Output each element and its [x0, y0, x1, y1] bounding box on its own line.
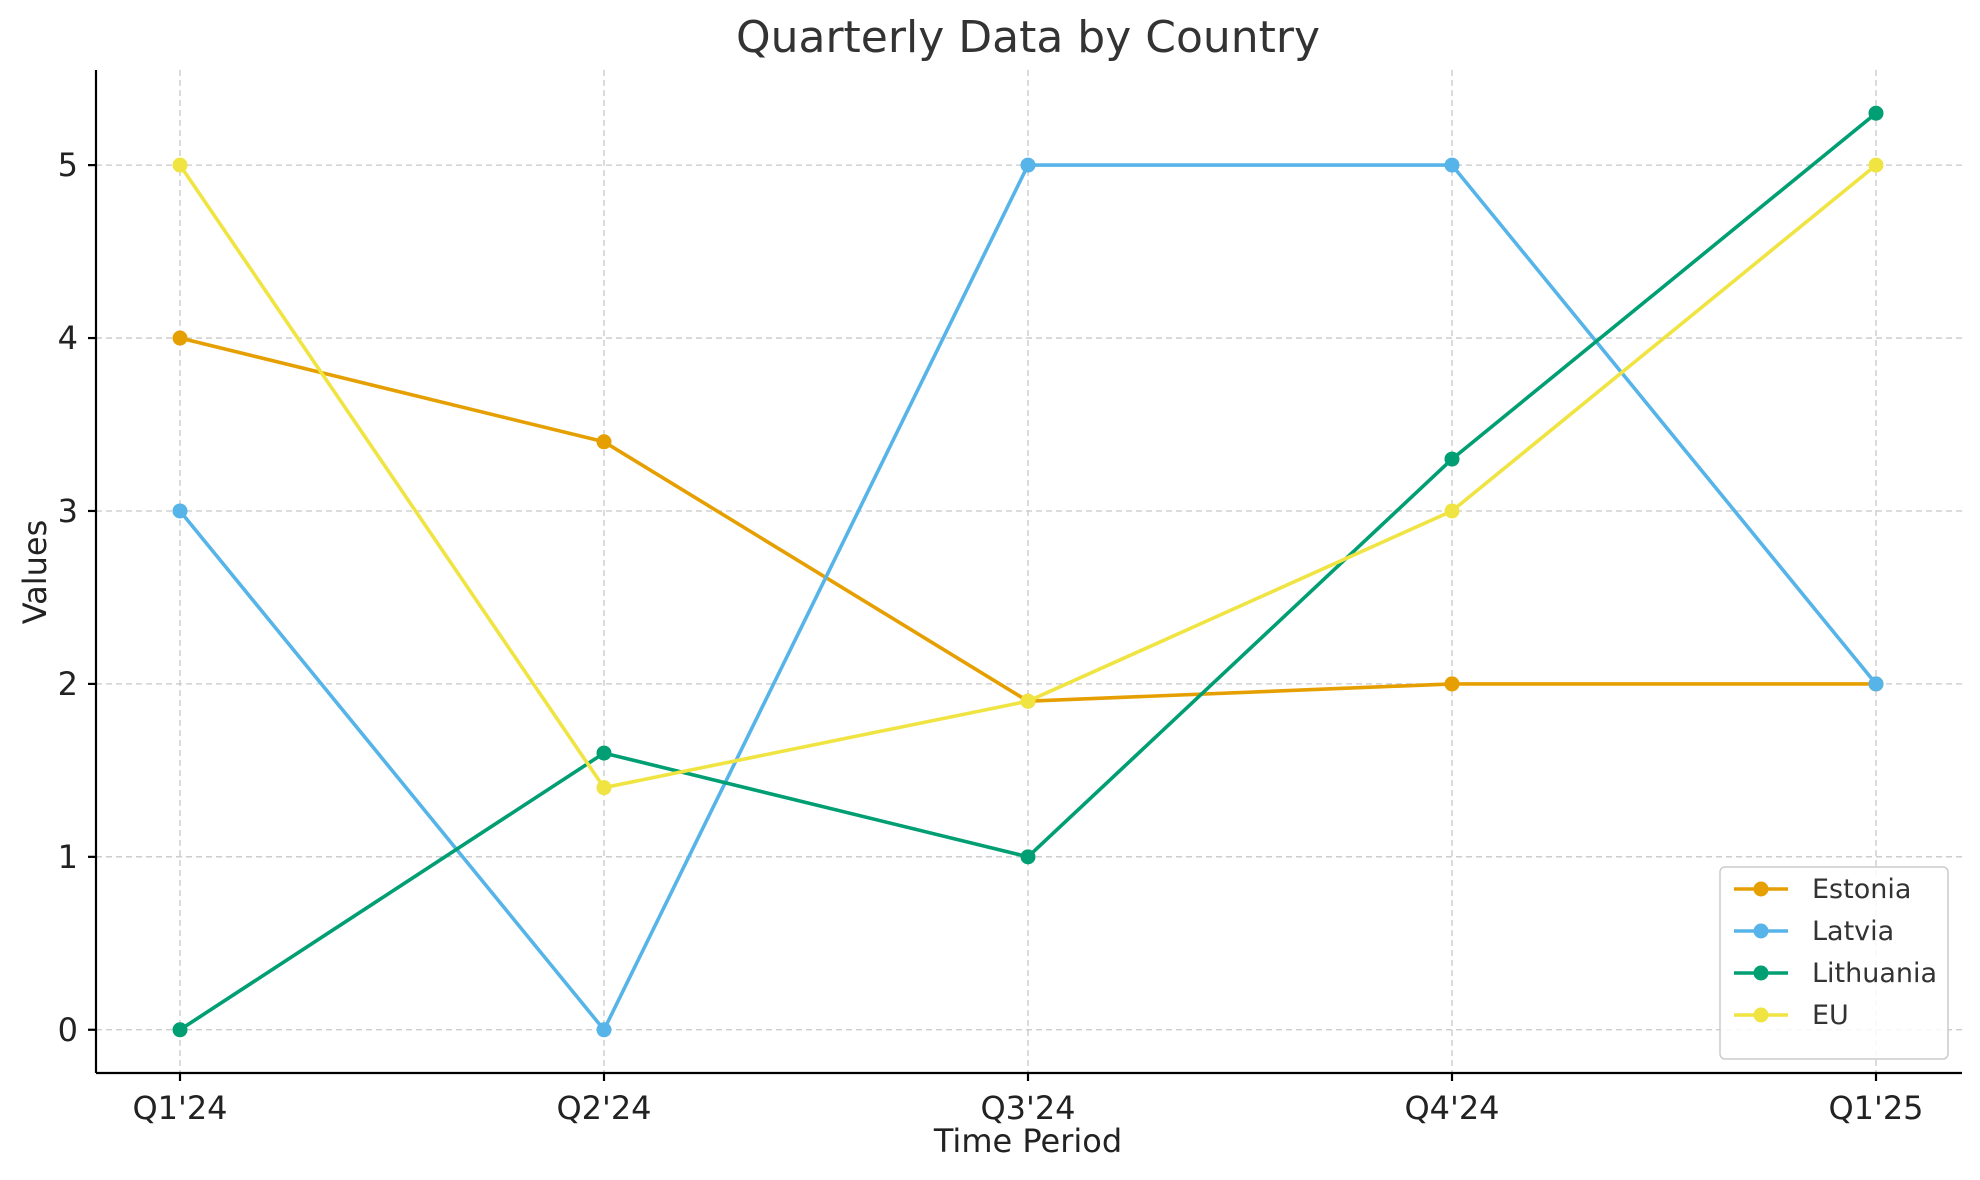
y-tick-label: 5	[58, 146, 78, 184]
x-tick-label: Q2'24	[556, 1089, 651, 1127]
legend-swatch-marker	[1753, 881, 1769, 897]
legend-swatch-marker	[1753, 965, 1769, 981]
legend-label: EU	[1812, 1000, 1849, 1031]
y-tick-label: 2	[58, 665, 78, 703]
y-axis-label: Values	[16, 520, 54, 625]
data-point-estonia	[1444, 676, 1460, 692]
grid	[96, 70, 1962, 1073]
series-latvia	[172, 157, 1884, 1038]
series	[172, 105, 1884, 1038]
data-point-estonia	[172, 330, 188, 346]
data-point-eu	[1444, 503, 1460, 519]
data-point-eu	[1868, 157, 1884, 173]
data-point-latvia	[596, 1022, 612, 1038]
legend: Estonia Latvia Lithuania EU	[1719, 866, 1949, 1060]
data-point-latvia	[1020, 157, 1036, 173]
data-point-latvia	[1868, 676, 1884, 692]
tick-labels: Q1'24 Q2'24 Q3'24 Q4'24 Q1'25 0 1 2 3 4 5	[58, 146, 1924, 1127]
series-eu	[172, 157, 1884, 796]
data-point-eu	[1020, 693, 1036, 709]
legend-label: Estonia	[1812, 874, 1911, 905]
legend-item-eu: EU	[1734, 1000, 1849, 1031]
data-point-latvia	[172, 503, 188, 519]
data-point-latvia	[1444, 157, 1460, 173]
y-tick-label: 4	[58, 319, 78, 357]
x-tick-label: Q1'25	[1828, 1089, 1923, 1127]
series-lithuania	[172, 105, 1884, 1038]
legend-box	[1719, 866, 1949, 1060]
chart-title: Quarterly Data by Country	[736, 12, 1320, 63]
y-tick-label: 3	[58, 492, 78, 530]
data-point-eu	[596, 780, 612, 796]
legend-swatch-marker	[1753, 923, 1769, 939]
data-point-estonia	[596, 434, 612, 450]
data-point-lithuania	[1868, 105, 1884, 121]
data-point-lithuania	[596, 745, 612, 761]
data-point-lithuania	[1444, 451, 1460, 467]
data-point-lithuania	[172, 1022, 188, 1038]
y-tick-label: 0	[58, 1011, 78, 1049]
legend-item-lithuania: Lithuania	[1734, 958, 1937, 989]
legend-item-latvia: Latvia	[1734, 916, 1894, 947]
legend-swatch-marker	[1753, 1007, 1769, 1023]
data-point-lithuania	[1020, 849, 1036, 865]
y-tick-label: 1	[58, 838, 78, 876]
legend-label: Latvia	[1812, 916, 1894, 947]
legend-item-estonia: Estonia	[1734, 874, 1911, 905]
x-tick-label: Q1'24	[132, 1089, 227, 1127]
x-tick-label: Q4'24	[1404, 1089, 1499, 1127]
x-tick-label: Q3'24	[980, 1089, 1075, 1127]
x-axis-label: Time Period	[933, 1122, 1122, 1160]
data-point-eu	[172, 157, 188, 173]
axes	[88, 70, 1962, 1081]
legend-label: Lithuania	[1812, 958, 1937, 989]
